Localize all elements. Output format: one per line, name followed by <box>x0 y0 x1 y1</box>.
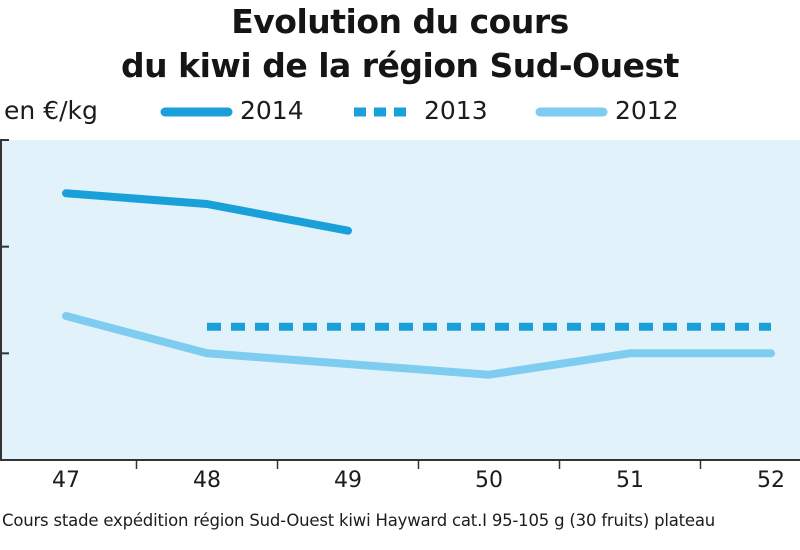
series-line-2012 <box>62 312 775 379</box>
x-tick-label: 47 <box>52 468 80 493</box>
chart-title: Evolution du cours <box>231 2 569 41</box>
x-tick-label: 49 <box>334 468 362 493</box>
x-tick-label: 52 <box>757 468 785 493</box>
chart-subtitle: du kiwi de la région Sud-Ouest <box>121 46 679 85</box>
x-tick-label: 51 <box>616 468 644 493</box>
x-tick-label: 50 <box>475 468 503 493</box>
chart-footnote: Cours stade expédition région Sud-Ouest … <box>2 511 716 530</box>
y-axis-unit-label: en €/kg <box>4 96 98 125</box>
series-lines <box>62 189 775 379</box>
x-tick-label: 48 <box>193 468 221 493</box>
axes <box>0 139 800 469</box>
legend-label-2012: 2012 <box>615 96 679 125</box>
plot-area <box>0 140 800 460</box>
legend-label-2014: 2014 <box>240 96 304 125</box>
legend-label-2013: 2013 <box>424 96 488 125</box>
